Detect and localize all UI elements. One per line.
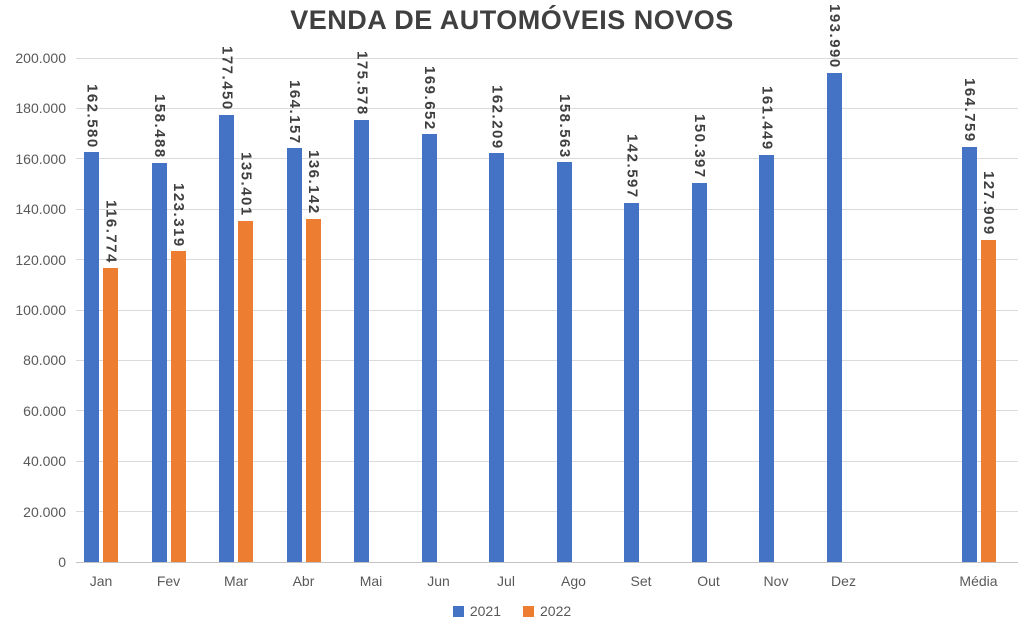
x-axis-label-Abr: Abr — [292, 573, 315, 589]
gridline — [76, 57, 1018, 59]
bar-value-label-2021-Média: 164.759 — [961, 78, 978, 143]
x-axis-label-Dez: Dez — [831, 573, 856, 589]
y-tick-label-0: 0 — [58, 554, 66, 570]
x-axis-label-Média: Média — [959, 573, 998, 589]
bar-2021-Out — [691, 182, 707, 562]
x-axis-label-Fev: Fev — [156, 573, 181, 589]
gridline — [76, 511, 1018, 513]
bar-value-label-2021-Jan: 162.580 — [83, 83, 101, 149]
bar-value-label-2021-Abr: 164.157 — [286, 79, 303, 145]
bar-value-label-2021-Mar: 177.450 — [218, 46, 236, 111]
x-axis-label-Jan: Jan — [89, 573, 113, 589]
y-tick-label-180.000: 180.000 — [15, 100, 66, 117]
bar-2021-Dez — [826, 73, 842, 562]
bar-value-label-2021-Mai: 175.578 — [353, 50, 371, 116]
gridline — [76, 158, 1018, 160]
bar-2021-Jun — [421, 134, 437, 562]
x-axis-line — [76, 561, 1018, 563]
bar-value-label-2021-Ago: 158.563 — [556, 93, 573, 159]
legend-item-2021: 2021 — [452, 603, 501, 619]
x-axis-label-Out: Out — [697, 573, 720, 589]
bar-value-label-2021-Out: 150.397 — [691, 114, 708, 179]
bar-2021-Set — [624, 202, 639, 562]
x-axis-label-Jun: Jun — [427, 573, 450, 589]
legend-item-2022: 2022 — [523, 603, 571, 619]
y-tick-label-200.000: 200.000 — [15, 50, 66, 66]
bar-value-label-2022-Abr: 136.142 — [305, 150, 322, 215]
bar-2022-Mar — [238, 220, 253, 562]
gridline — [76, 259, 1018, 261]
legend-label: 2022 — [540, 603, 572, 619]
y-tick-label-100.000: 100.000 — [15, 302, 66, 318]
y-tick-label-40.000: 40.000 — [23, 453, 66, 470]
bar-2022-Abr — [305, 218, 321, 562]
bar-value-label-2022-Fev: 123.319 — [170, 182, 187, 248]
bar-value-label-2021-Dez: 193.990 — [826, 4, 843, 70]
x-axis-label-Mai: Mai — [359, 573, 383, 589]
gridline — [76, 107, 1018, 109]
y-tick-label-60.000: 60.000 — [23, 402, 66, 419]
x-axis-label-Ago: Ago — [561, 573, 586, 589]
y-tick-label-80.000: 80.000 — [23, 352, 66, 369]
gridline — [76, 309, 1018, 311]
gridline — [76, 460, 1018, 462]
bar-2021-Mar — [219, 114, 234, 562]
y-tick-label-20.000: 20.000 — [23, 503, 66, 520]
x-axis-label-Jul: Jul — [497, 573, 515, 589]
bar-2021-Abr — [286, 148, 302, 562]
bar-2021-Jan — [84, 152, 99, 562]
x-axis-label-Set: Set — [630, 573, 652, 589]
y-tick-label-160.000: 160.000 — [15, 150, 66, 167]
bar-2021-Ago — [556, 162, 572, 562]
x-axis-label-Nov: Nov — [763, 573, 789, 589]
bar-value-label-2022-Mar: 135.401 — [237, 152, 255, 217]
bar-2021-Nov — [759, 155, 774, 562]
bar-2021-Média — [961, 146, 977, 562]
y-tick-label-120.000: 120.000 — [15, 251, 66, 268]
gridline — [76, 208, 1018, 210]
bar-value-label-2021-Jun: 169.652 — [421, 65, 438, 131]
bar-2022-Jan — [103, 267, 118, 562]
legend-swatch-icon — [452, 605, 464, 617]
bar-2022-Média — [980, 239, 996, 562]
bar-2022-Fev — [170, 251, 186, 562]
y-tick-label-140.000: 140.000 — [15, 201, 66, 218]
legend-label: 2021 — [469, 603, 501, 619]
bar-value-label-2022-Jan: 116.774 — [102, 199, 120, 264]
legend-swatch-icon — [523, 605, 534, 617]
chart-legend: 2021 2022 — [0, 603, 1024, 619]
bar-2021-Jul — [489, 153, 504, 562]
x-axis-label-Mar: Mar — [223, 573, 249, 589]
bar-2021-Mai — [354, 119, 369, 562]
bar-value-label-2022-Média: 127.909 — [980, 170, 997, 236]
bar-value-label-2021-Nov: 161.449 — [758, 86, 776, 152]
bar-value-label-2021-Fev: 158.488 — [151, 93, 168, 159]
bar-value-label-2021-Set: 142.597 — [623, 133, 641, 199]
bar-value-label-2021-Jul: 162.209 — [488, 84, 506, 150]
gridline — [76, 410, 1018, 412]
chart-title: VENDA DE AUTOMÓVEIS NOVOS — [290, 5, 734, 35]
gridline — [76, 359, 1018, 361]
bar-2021-Fev — [151, 162, 167, 562]
